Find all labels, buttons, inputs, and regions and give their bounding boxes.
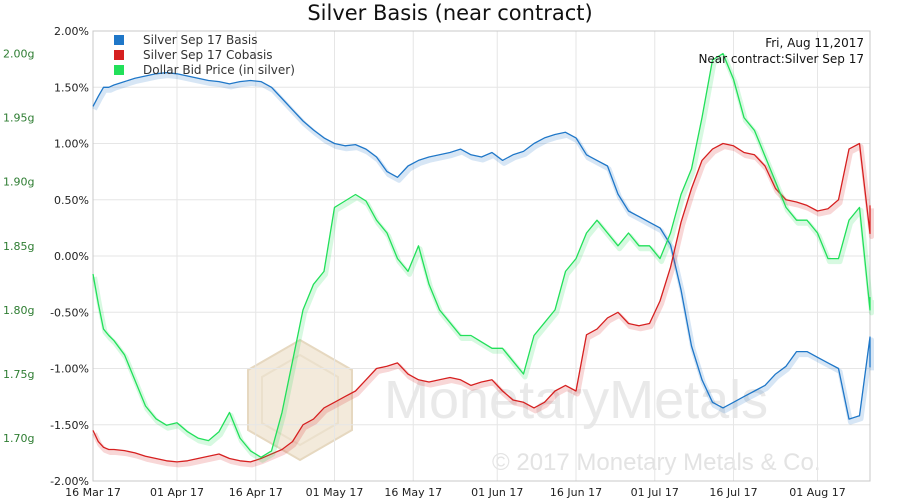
legend-item: Silver Sep 17 Basis bbox=[114, 33, 257, 47]
left-tick-label: 1.50% bbox=[54, 81, 89, 94]
right-tick-label: 1.85g bbox=[3, 240, 34, 253]
plot-frame bbox=[92, 30, 871, 482]
right-tick-label: 1.70g bbox=[3, 432, 34, 445]
left-tick-label: -1.50% bbox=[50, 419, 89, 432]
x-tick-label: 16 Jun 17 bbox=[550, 486, 602, 499]
series-layer bbox=[92, 52, 874, 468]
x-tick-label: 01 Apr 17 bbox=[150, 486, 204, 499]
series-2 bbox=[92, 142, 874, 468]
legend-item: Silver Sep 17 Cobasis bbox=[114, 48, 273, 62]
watermark-copyright: © 2017 Monetary Metals & Co. bbox=[492, 449, 821, 476]
left-tick-label: -1.00% bbox=[50, 363, 89, 376]
left-tick-label: -2.00% bbox=[50, 475, 89, 488]
legend-item: Dollar Bid Price (in silver) bbox=[114, 63, 295, 77]
left-tick-label: 0.50% bbox=[54, 194, 89, 207]
info-box: Fri, Aug 11,2017 Near contract:Silver Sep… bbox=[698, 36, 864, 66]
left-tick-label: -0.50% bbox=[50, 306, 89, 319]
legend-swatch bbox=[114, 50, 124, 60]
x-tick-label: 01 May 17 bbox=[306, 486, 364, 499]
legend-swatch bbox=[114, 35, 124, 45]
right-tick-label: 1.80g bbox=[3, 304, 34, 317]
x-axis: 16 Mar 17 01 Apr 17 16 Apr 17 01 May 17 16 M… bbox=[65, 486, 846, 499]
left-axis: 2.00% 1.50% 1.00% 0.50% 0.00% -0.50% -1.00% -1.… bbox=[50, 25, 89, 488]
right-tick-label: 1.95g bbox=[3, 112, 34, 125]
right-tick-label: 1.90g bbox=[3, 176, 34, 189]
watermark-logo bbox=[247, 338, 353, 462]
legend-label: Dollar Bid Price (in silver) bbox=[143, 63, 295, 77]
left-tick-label: 0.00% bbox=[54, 250, 89, 263]
x-tick-label: 16 Apr 17 bbox=[229, 486, 283, 499]
chart-title: Silver Basis (near contract) bbox=[307, 1, 593, 25]
series-line bbox=[92, 142, 871, 463]
right-tick-label: 2.00g bbox=[3, 48, 34, 61]
x-tick-label: 16 Jul 17 bbox=[709, 486, 757, 499]
info-line: Near contract:Silver Sep 17 bbox=[698, 52, 864, 66]
x-tick-label: 16 Mar 17 bbox=[65, 486, 121, 499]
watermark-logo-hex bbox=[247, 338, 353, 462]
legend-label: Silver Sep 17 Cobasis bbox=[143, 48, 273, 62]
info-line: Fri, Aug 11,2017 bbox=[765, 36, 864, 50]
x-tick-label: 01 Jun 17 bbox=[471, 486, 523, 499]
series-shadow bbox=[92, 73, 874, 425]
series-shadow bbox=[92, 144, 874, 468]
x-tick-label: 01 Aug 17 bbox=[789, 486, 845, 499]
legend-swatch bbox=[114, 65, 124, 75]
x-tick-label: 16 May 17 bbox=[384, 486, 442, 499]
watermark-logo-inner bbox=[261, 353, 339, 447]
series-line bbox=[92, 71, 871, 420]
series-3 bbox=[92, 52, 874, 463]
series-1 bbox=[92, 71, 874, 425]
plot-border bbox=[92, 30, 871, 482]
series-shadow bbox=[92, 54, 874, 463]
right-tick-label: 1.75g bbox=[3, 368, 34, 381]
left-tick-label: 1.00% bbox=[54, 138, 89, 151]
right-axis: 2.00g 1.95g 1.90g 1.85g 1.80g 1.75g 1.70g bbox=[3, 48, 34, 446]
legend-label: Silver Sep 17 Basis bbox=[143, 33, 257, 47]
x-tick-label: 01 Jul 17 bbox=[631, 486, 679, 499]
left-tick-label: 2.00% bbox=[54, 25, 89, 38]
series-line bbox=[92, 52, 871, 458]
